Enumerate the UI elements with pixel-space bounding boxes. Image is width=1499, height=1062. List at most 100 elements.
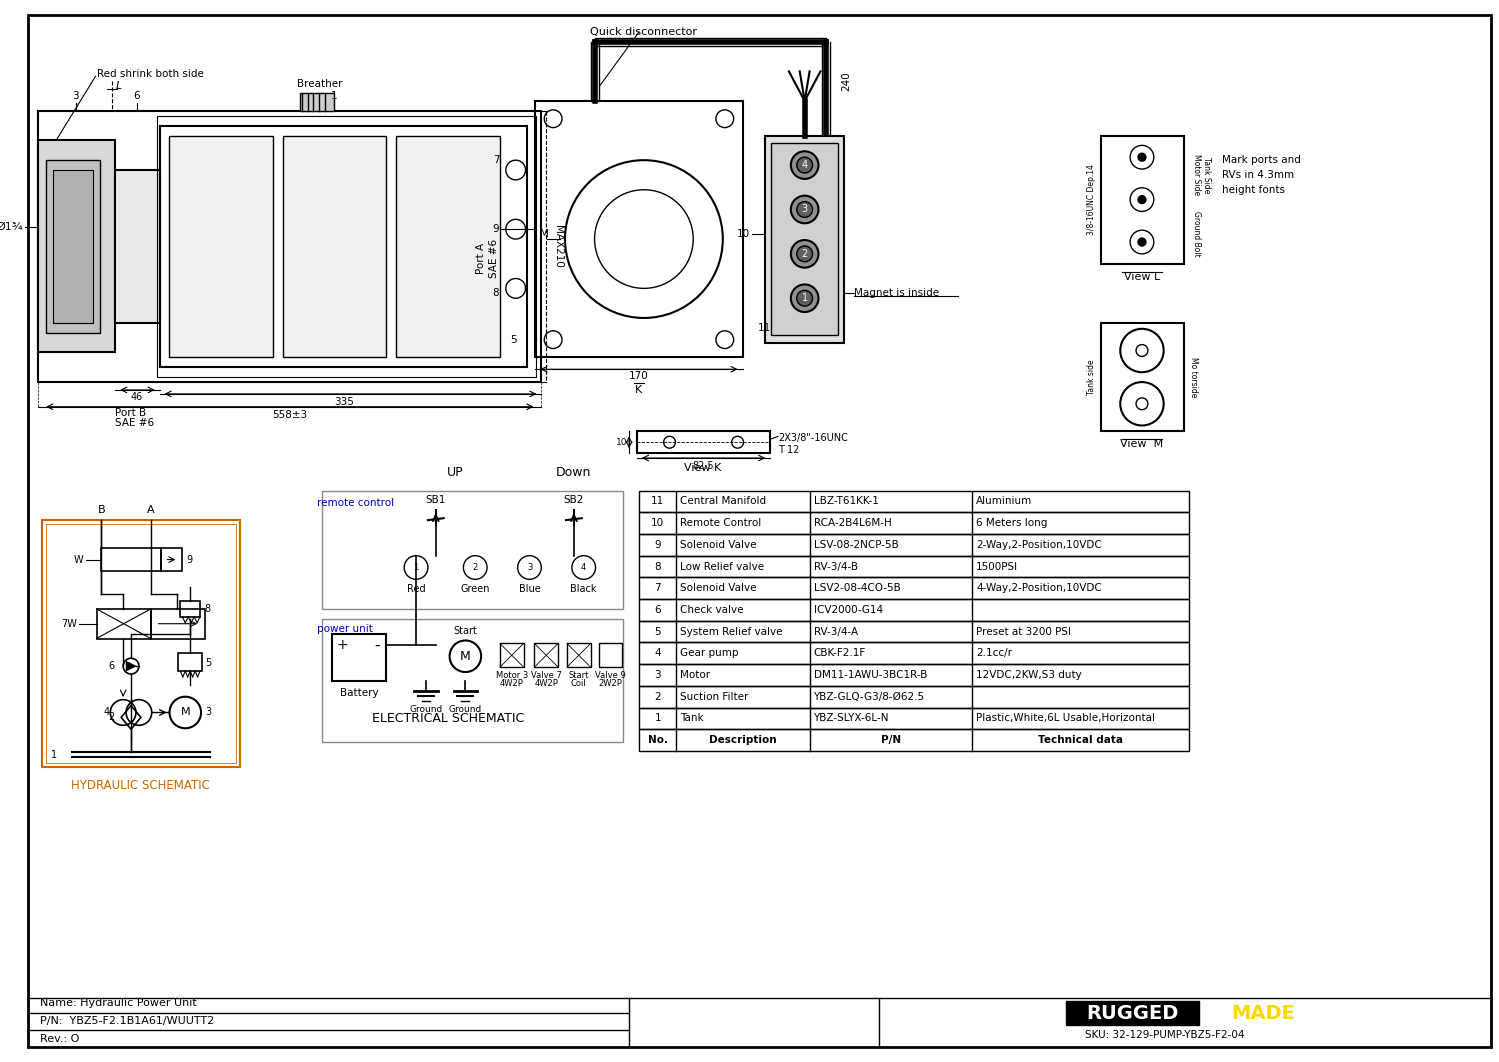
Text: 4: 4 bbox=[582, 563, 586, 572]
Text: Gear pump: Gear pump bbox=[681, 648, 739, 658]
Text: Battery: Battery bbox=[340, 688, 378, 698]
Text: 2.1cc/r: 2.1cc/r bbox=[976, 648, 1012, 658]
Bar bbox=[639, 555, 1189, 578]
Text: Ground: Ground bbox=[448, 704, 483, 714]
Bar bbox=[770, 143, 838, 335]
Circle shape bbox=[797, 157, 812, 173]
Text: Check valve: Check valve bbox=[681, 605, 744, 615]
Text: Technical data: Technical data bbox=[1039, 735, 1123, 746]
Bar bbox=[637, 431, 770, 453]
Text: View K: View K bbox=[685, 463, 721, 473]
Bar bbox=[169, 136, 273, 358]
Text: Magnet is inside: Magnet is inside bbox=[854, 288, 938, 298]
Text: RUGGED: RUGGED bbox=[1085, 1004, 1178, 1023]
Text: P/N: P/N bbox=[881, 735, 901, 746]
Text: Plastic,White,6L Usable,Horizontal: Plastic,White,6L Usable,Horizontal bbox=[976, 714, 1156, 723]
Bar bbox=[639, 730, 1189, 751]
Circle shape bbox=[1138, 195, 1145, 204]
Text: Black: Black bbox=[571, 584, 597, 595]
Text: Low Relief valve: Low Relief valve bbox=[681, 562, 764, 571]
Text: 170: 170 bbox=[630, 372, 649, 381]
Text: 2: 2 bbox=[802, 249, 808, 259]
Text: Start: Start bbox=[568, 671, 589, 680]
Text: 1: 1 bbox=[655, 714, 661, 723]
Circle shape bbox=[791, 285, 818, 312]
Bar bbox=[639, 664, 1189, 686]
Text: 1: 1 bbox=[331, 91, 337, 101]
Bar bbox=[535, 644, 558, 667]
Text: View L: View L bbox=[1124, 272, 1160, 281]
Text: Port A: Port A bbox=[477, 243, 486, 274]
Text: Solenoid Valve: Solenoid Valve bbox=[681, 539, 757, 550]
Text: Motor: Motor bbox=[681, 670, 711, 680]
Text: 1: 1 bbox=[51, 750, 57, 760]
Text: Aluminium: Aluminium bbox=[976, 496, 1033, 507]
Text: 6: 6 bbox=[133, 91, 141, 101]
Text: 10: 10 bbox=[651, 518, 664, 528]
Text: 5: 5 bbox=[655, 627, 661, 636]
Text: View  M: View M bbox=[1120, 440, 1163, 449]
Bar bbox=[639, 707, 1189, 730]
Bar bbox=[639, 599, 1189, 621]
Text: T 12: T 12 bbox=[778, 445, 799, 456]
Text: Tank: Tank bbox=[681, 714, 705, 723]
Text: 3: 3 bbox=[72, 91, 79, 101]
Bar bbox=[1066, 1001, 1199, 1025]
Text: 3/8-16UNC Dep.14: 3/8-16UNC Dep.14 bbox=[1087, 165, 1096, 235]
Text: 4: 4 bbox=[103, 707, 109, 718]
Text: Preset at 3200 PSI: Preset at 3200 PSI bbox=[976, 627, 1072, 636]
Text: 12VDC,2KW,S3 duty: 12VDC,2KW,S3 duty bbox=[976, 670, 1082, 680]
Bar bbox=[322, 491, 624, 609]
Text: 7W: 7W bbox=[61, 619, 76, 629]
Text: SAE #6: SAE #6 bbox=[115, 417, 154, 428]
Text: 2: 2 bbox=[108, 713, 114, 722]
Text: +: + bbox=[336, 638, 348, 652]
Text: 240: 240 bbox=[841, 71, 851, 91]
Text: Valve 9: Valve 9 bbox=[595, 671, 625, 680]
Text: 82.5: 82.5 bbox=[693, 461, 714, 470]
Text: No.: No. bbox=[648, 735, 667, 746]
Bar bbox=[639, 534, 1189, 555]
Text: K: K bbox=[636, 386, 643, 395]
Text: Tank Side: Tank Side bbox=[1202, 157, 1211, 193]
Text: Quick disconnector: Quick disconnector bbox=[589, 27, 697, 37]
Text: Rev.: O: Rev.: O bbox=[40, 1034, 79, 1044]
Text: Start: Start bbox=[453, 626, 477, 635]
Text: 558±3: 558±3 bbox=[273, 410, 307, 419]
Text: Green: Green bbox=[460, 584, 490, 595]
Bar bbox=[639, 621, 1189, 643]
Text: ICV2000-G14: ICV2000-G14 bbox=[814, 605, 883, 615]
Bar bbox=[322, 619, 624, 742]
Bar bbox=[639, 491, 1189, 512]
Text: 4W2P: 4W2P bbox=[499, 679, 523, 688]
Text: DM11-1AWU-3BC1R-B: DM11-1AWU-3BC1R-B bbox=[814, 670, 926, 680]
Text: 335: 335 bbox=[334, 397, 354, 407]
Bar bbox=[639, 512, 1189, 534]
Bar bbox=[39, 140, 115, 353]
Bar bbox=[535, 101, 742, 358]
Bar bbox=[1100, 136, 1184, 263]
Text: RVs in 4.3mm: RVs in 4.3mm bbox=[1222, 170, 1294, 181]
Text: Mark ports and: Mark ports and bbox=[1222, 155, 1301, 166]
Text: RCA-2B4L6M-H: RCA-2B4L6M-H bbox=[814, 518, 892, 528]
Bar bbox=[639, 686, 1189, 707]
Text: M: M bbox=[180, 707, 190, 718]
Text: 2X3/8"-16UNC: 2X3/8"-16UNC bbox=[778, 433, 848, 443]
Bar bbox=[283, 136, 387, 358]
Bar bbox=[499, 644, 523, 667]
Text: Coil: Coil bbox=[571, 679, 586, 688]
Text: 8: 8 bbox=[204, 604, 210, 614]
Text: 3: 3 bbox=[655, 670, 661, 680]
Bar bbox=[639, 578, 1189, 599]
Bar bbox=[46, 524, 235, 763]
Text: CBK-F2.1F: CBK-F2.1F bbox=[814, 648, 866, 658]
Text: LSV2-08-4CO-5B: LSV2-08-4CO-5B bbox=[814, 583, 901, 594]
Text: 4W2P: 4W2P bbox=[534, 679, 558, 688]
Polygon shape bbox=[126, 662, 136, 671]
Text: 10: 10 bbox=[738, 229, 751, 239]
Text: Solenoid Valve: Solenoid Valve bbox=[681, 583, 757, 594]
Text: System Relief valve: System Relief valve bbox=[681, 627, 782, 636]
Text: RV-3/4-A: RV-3/4-A bbox=[814, 627, 857, 636]
Text: 5: 5 bbox=[205, 658, 211, 668]
Text: 2W2P: 2W2P bbox=[598, 679, 622, 688]
